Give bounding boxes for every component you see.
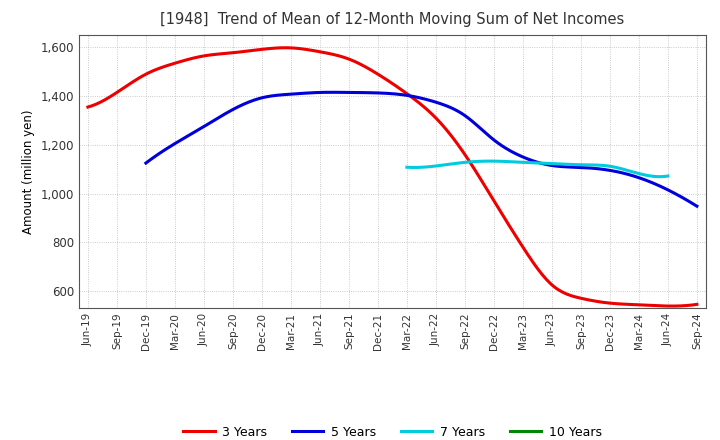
Title: [1948]  Trend of Mean of 12-Month Moving Sum of Net Incomes: [1948] Trend of Mean of 12-Month Moving … [161,12,624,27]
Legend: 3 Years, 5 Years, 7 Years, 10 Years: 3 Years, 5 Years, 7 Years, 10 Years [179,421,606,440]
Y-axis label: Amount (million yen): Amount (million yen) [22,110,35,234]
